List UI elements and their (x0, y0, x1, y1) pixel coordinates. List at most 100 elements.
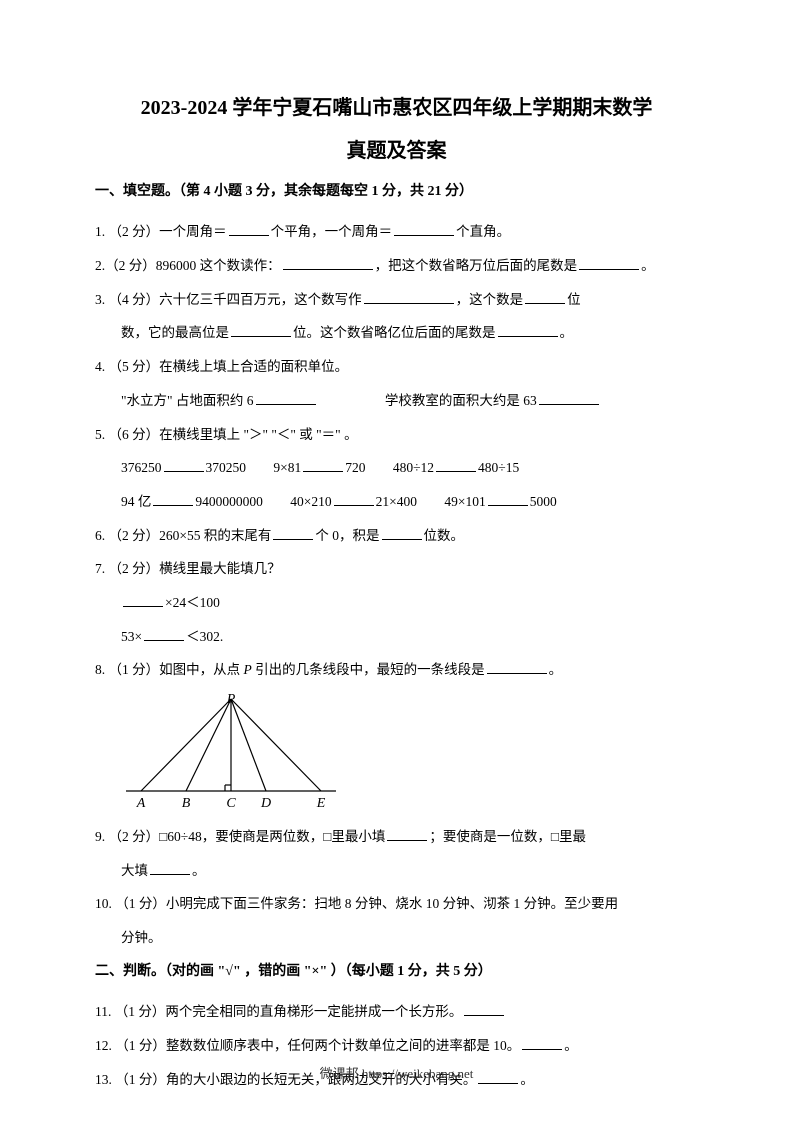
q3-blank4[interactable] (498, 321, 558, 337)
section1-header: 一、填空题。（第 4 小题 3 分，其余每题每空 1 分，共 21 分） (95, 181, 698, 203)
q4-line2: "水立方" 占地面积约 6 学校教室的面积大约是 63 (95, 386, 698, 416)
q3l2-text-a: 数，它的最高位是 (121, 325, 229, 340)
q2-blank1[interactable] (283, 254, 373, 270)
q12-blank[interactable] (522, 1034, 562, 1050)
q10: 10. （1 分）小明完成下面三件家务：扫地 8 分钟、烧水 10 分钟、沏茶 … (95, 889, 698, 919)
q7-line2: ×24＜100 (95, 588, 698, 618)
q5-blank1[interactable] (164, 456, 204, 472)
q9l2-text-b: 。 (192, 863, 206, 878)
q3: 3. （4 分）六十亿三千四百万元，这个数写作 ，这个数是 位 (95, 285, 698, 315)
svg-text:C: C (226, 796, 236, 811)
q5r1-e: 480÷12 (393, 460, 434, 475)
q9-blank2[interactable] (150, 859, 190, 875)
q12: 12. （1 分）整数数位顺序表中，任何两个计数单位之间的进率都是 10。 。 (95, 1031, 698, 1061)
q10-line2: 分钟。 (95, 923, 698, 953)
q8-text-c: 。 (549, 662, 563, 677)
q5-row1: 376250 370250 9×81 720 480÷12 480÷15 (95, 453, 698, 483)
q1: 1. （2 分）一个周角＝ 个平角，一个周角＝ 个直角。 (95, 217, 698, 247)
svg-text:P: P (226, 692, 236, 707)
q3-blank2[interactable] (525, 288, 565, 304)
q5r2-c: 40×210 (290, 494, 331, 509)
q9-text-b: ；要使商是一位数，□里最 (429, 829, 586, 844)
q3-text-c: 位 (567, 292, 581, 307)
q9-text-a: 9. （2 分）□60÷48，要使商是两位数，□里最小填 (95, 829, 385, 844)
q8-text-a: 8. （1 分）如图中，从点 (95, 662, 244, 677)
q9l2-text-a: 大填 (121, 863, 148, 878)
q5r1-d: 720 (345, 460, 365, 475)
q3-line2: 数，它的最高位是位。这个数省略亿位后面的尾数是。 (95, 318, 698, 348)
q4: 4. （5 分）在横线上填上合适的面积单位。 (95, 352, 698, 382)
q5r2-e: 49×101 (444, 494, 485, 509)
q8-text-b: 引出的几条线段中，最短的一条线段是 (252, 662, 485, 677)
q5: 5. （6 分）在横线里填上 "＞" "＜" 或 "＝" 。 (95, 420, 698, 450)
q3-text-a: 3. （4 分）六十亿三千四百万元，这个数写作 (95, 292, 362, 307)
q7l2-text: ×24＜100 (165, 595, 220, 610)
q7-blank1[interactable] (123, 591, 163, 607)
q5-blank3[interactable] (436, 456, 476, 472)
q12-text: 12. （1 分）整数数位顺序表中，任何两个计数单位之间的进率都是 10。 (95, 1038, 520, 1053)
svg-text:A: A (136, 796, 146, 811)
q4-text-b: 学校教室的面积大约是 63 (385, 393, 537, 408)
q6-text-a: 6. （2 分）260×55 积的末尾有 (95, 528, 271, 543)
q2-text-c: 。 (641, 258, 655, 273)
q9-blank1[interactable] (387, 825, 427, 841)
page-footer: 微课邦 https://weikebang.net (0, 1063, 793, 1082)
q2: 2.（2 分）896000 这个数读作： ，把这个数省略万位后面的尾数是 。 (95, 251, 698, 281)
q1-text-a: 1. （2 分）一个周角＝ (95, 224, 227, 239)
q3l2-text-b: 位。这个数省略亿位后面的尾数是 (293, 325, 496, 340)
q7-blank2[interactable] (144, 625, 184, 641)
q5r2-b: 9400000000 (195, 494, 263, 509)
q5-blank4[interactable] (153, 490, 193, 506)
q2-text-b: ，把这个数省略万位后面的尾数是 (375, 258, 578, 273)
q5r2-d: 21×400 (376, 494, 417, 509)
q12-end: 。 (564, 1038, 578, 1053)
q5-blank5[interactable] (334, 490, 374, 506)
q6-text-c: 位数。 (424, 528, 465, 543)
q3-text-b: ，这个数是 (456, 292, 524, 307)
q5-blank6[interactable] (488, 490, 528, 506)
q3-blank3[interactable] (231, 321, 291, 337)
q11-text: 11. （1 分）两个完全相同的直角梯形一定能拼成一个长方形。 (95, 1004, 462, 1019)
q5r1-c: 9×81 (273, 460, 301, 475)
page-title-line1: 2023-2024 学年宁夏石嘴山市惠农区四年级上学期期末数学 (95, 90, 698, 126)
q8-diagram: A B C D E P (95, 691, 698, 816)
q5-blank2[interactable] (303, 456, 343, 472)
svg-text:D: D (260, 796, 271, 811)
q6: 6. （2 分）260×55 积的末尾有 个 0，积是 位数。 (95, 521, 698, 551)
q4-blank1[interactable] (256, 389, 316, 405)
q2-text-a: 2.（2 分）896000 这个数读作： (95, 258, 281, 273)
q6-blank1[interactable] (273, 524, 313, 540)
q2-blank2[interactable] (579, 254, 639, 270)
q3-blank1[interactable] (364, 288, 454, 304)
triangle-diagram: A B C D E P (121, 691, 341, 811)
q7l3-text-b: ＜302. (186, 629, 223, 644)
q1-text-b: 个平角，一个周角＝ (271, 224, 393, 239)
svg-text:E: E (316, 796, 326, 811)
q5r1-a: 376250 (121, 460, 162, 475)
q5-row2: 94 亿 9400000000 40×210 21×400 49×101 5000 (95, 487, 698, 517)
svg-text:B: B (182, 796, 191, 811)
q1-blank2[interactable] (394, 220, 454, 236)
q6-blank2[interactable] (382, 524, 422, 540)
q8: 8. （1 分）如图中，从点 P 引出的几条线段中，最短的一条线段是 。 (95, 655, 698, 685)
section2-header: 二、判断。（对的画 "√" ，错的画 "×" ）（每小题 1 分，共 5 分） (95, 961, 698, 983)
q4-text-a: "水立方" 占地面积约 6 (121, 393, 254, 408)
q1-text-c: 个直角。 (456, 224, 510, 239)
q7: 7. （2 分）横线里最大能填几？ (95, 554, 698, 584)
q8-blank1[interactable] (487, 658, 547, 674)
q4-blank2[interactable] (539, 389, 599, 405)
q9: 9. （2 分）□60÷48，要使商是两位数，□里最小填 ；要使商是一位数，□里最 (95, 822, 698, 852)
q6-text-b: 个 0，积是 (315, 528, 379, 543)
q11: 11. （1 分）两个完全相同的直角梯形一定能拼成一个长方形。 (95, 997, 698, 1027)
q8-p: P (244, 662, 252, 677)
q5r2-a: 94 亿 (121, 494, 151, 509)
q7l3-text-a: 53× (121, 629, 142, 644)
q9-line2: 大填 。 (95, 856, 698, 886)
q1-blank1[interactable] (229, 220, 269, 236)
q5r2-f: 5000 (530, 494, 557, 509)
q7-line3: 53× ＜302. (95, 622, 698, 652)
q5r1-f: 480÷15 (478, 460, 519, 475)
q5r1-b: 370250 (206, 460, 247, 475)
page-title-line2: 真题及答案 (95, 134, 698, 163)
q11-blank[interactable] (464, 1000, 504, 1016)
